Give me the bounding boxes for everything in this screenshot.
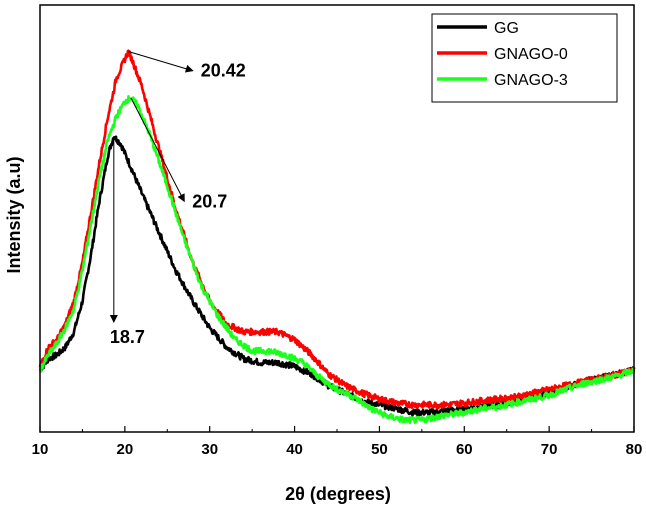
annotation-arrow: [128, 51, 194, 73]
x-ticks: 10 20 30 40 50 60 70 80: [32, 426, 643, 458]
legend-label: GG: [494, 20, 519, 37]
x-tick-label: 70: [541, 441, 558, 458]
annotation-arrow: [130, 97, 185, 203]
x-tick-label: 10: [32, 441, 49, 458]
peak-label: 20.7: [192, 191, 227, 211]
x-tick-label: 80: [626, 441, 643, 458]
series-layer: [38, 49, 636, 425]
x-tick-label: 40: [286, 441, 303, 458]
legend: GG GNAGO-0 GNAGO-3: [431, 13, 618, 103]
x-axis-title: 2θ (degrees): [285, 484, 391, 504]
peak-annotations: 20.42 20.7 18.7: [109, 51, 246, 347]
x-tick-label: 20: [117, 441, 134, 458]
series-line-gnago-3: [38, 95, 635, 425]
peak-label: 18.7: [110, 327, 145, 347]
legend-label: GNAGO-0: [494, 46, 568, 63]
series-line-gg: [38, 135, 636, 417]
legend-box: [431, 13, 618, 103]
x-tick-label: 50: [371, 441, 388, 458]
x-tick-label: 60: [456, 441, 473, 458]
series-line-gnago-0: [38, 49, 636, 410]
peak-label: 20.42: [201, 61, 246, 81]
x-tick-label: 30: [201, 441, 218, 458]
plot-frame: [39, 4, 635, 433]
legend-label: GNAGO-3: [494, 72, 568, 89]
y-axis-title: Intensity (a.u): [4, 156, 24, 273]
